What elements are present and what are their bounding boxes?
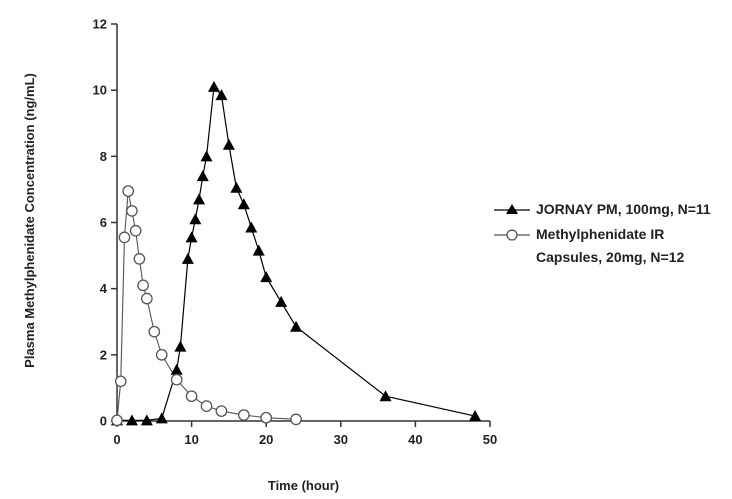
x-ticks: 0 10 20 30 40 50 [113, 421, 497, 447]
data-point-ir [148, 325, 161, 338]
x-tick-label: 30 [334, 432, 348, 447]
y-tick-label: 4 [100, 281, 108, 296]
data-point-ir [215, 405, 228, 417]
y-ticks: 0 2 4 6 8 10 12 [93, 17, 117, 429]
data-point-ir [290, 413, 302, 426]
data-point-jornay [170, 363, 183, 375]
data-point-ir [140, 292, 153, 305]
y-tick-label: 10 [93, 83, 107, 98]
data-point-jornay [125, 414, 138, 426]
axes [116, 24, 490, 422]
series-line-1 [116, 190, 297, 421]
y-tick-label: 8 [100, 149, 107, 164]
legend: JORNAY PM, 100mg, N=11 Methylphenidate I… [492, 198, 732, 271]
data-point-ir [200, 400, 213, 412]
data-point-ir [133, 253, 146, 265]
y-tick-label: 2 [100, 347, 107, 362]
data-point-jornay [379, 390, 392, 402]
y-tick-label: 12 [93, 17, 107, 32]
data-point-ir [260, 411, 273, 424]
data-point-ir [170, 373, 183, 386]
triangle-marker-icon [494, 204, 530, 214]
data-point-jornay [469, 410, 482, 422]
series-markers [111, 80, 482, 427]
data-point-ir [118, 231, 131, 244]
y-tick-label: 0 [100, 414, 107, 429]
data-point-jornay [275, 295, 288, 307]
data-point-ir [114, 375, 127, 388]
data-point-jornay [193, 193, 206, 205]
data-point-jornay [230, 181, 243, 193]
data-point-jornay [200, 150, 213, 162]
data-point-jornay [140, 414, 153, 426]
legend-item-jornay: JORNAY PM, 100mg, N=11 [492, 198, 732, 221]
y-tick-label: 6 [100, 215, 107, 230]
x-tick-label: 40 [408, 432, 422, 447]
series-lines [116, 85, 476, 421]
data-point-jornay [215, 89, 228, 101]
x-tick-label: 10 [184, 432, 198, 447]
x-axis-title: Time (hour) [268, 478, 339, 493]
data-point-jornay [260, 271, 273, 283]
data-point-jornay [155, 412, 168, 424]
legend-item-ir: Methylphenidate IR Capsules, 20mg, N=12 [492, 223, 732, 269]
open-circle-marker-icon [494, 229, 530, 241]
x-tick-label: 0 [113, 432, 120, 447]
data-point-jornay [207, 80, 220, 92]
data-point-jornay [196, 170, 209, 182]
data-point-jornay [245, 221, 258, 233]
data-point-ir [111, 414, 123, 427]
data-point-ir [122, 185, 135, 197]
data-point-jornay [185, 231, 198, 243]
data-point-ir [237, 409, 250, 421]
data-point-jornay [252, 244, 265, 256]
data-point-jornay [174, 340, 187, 352]
data-point-ir [129, 224, 142, 237]
data-point-jornay [222, 138, 235, 150]
x-tick-label: 50 [483, 432, 497, 447]
data-point-ir [185, 390, 198, 403]
y-axis-title: Plasma Methylphenidate Concentration (ng… [22, 73, 37, 368]
data-point-jornay [181, 252, 194, 264]
legend-label-jornay: JORNAY PM, 100mg, N=11 [536, 201, 711, 217]
x-tick-label: 20 [259, 432, 273, 447]
data-point-ir [126, 205, 138, 217]
data-point-ir [155, 348, 168, 361]
data-point-jornay [237, 198, 250, 210]
legend-label-ir-line2: Capsules, 20mg, N=12 [536, 249, 685, 265]
data-point-jornay [290, 320, 303, 332]
legend-label-ir-line1: Methylphenidate IR [536, 226, 665, 242]
data-point-ir [137, 279, 149, 292]
data-point-jornay [189, 213, 202, 225]
